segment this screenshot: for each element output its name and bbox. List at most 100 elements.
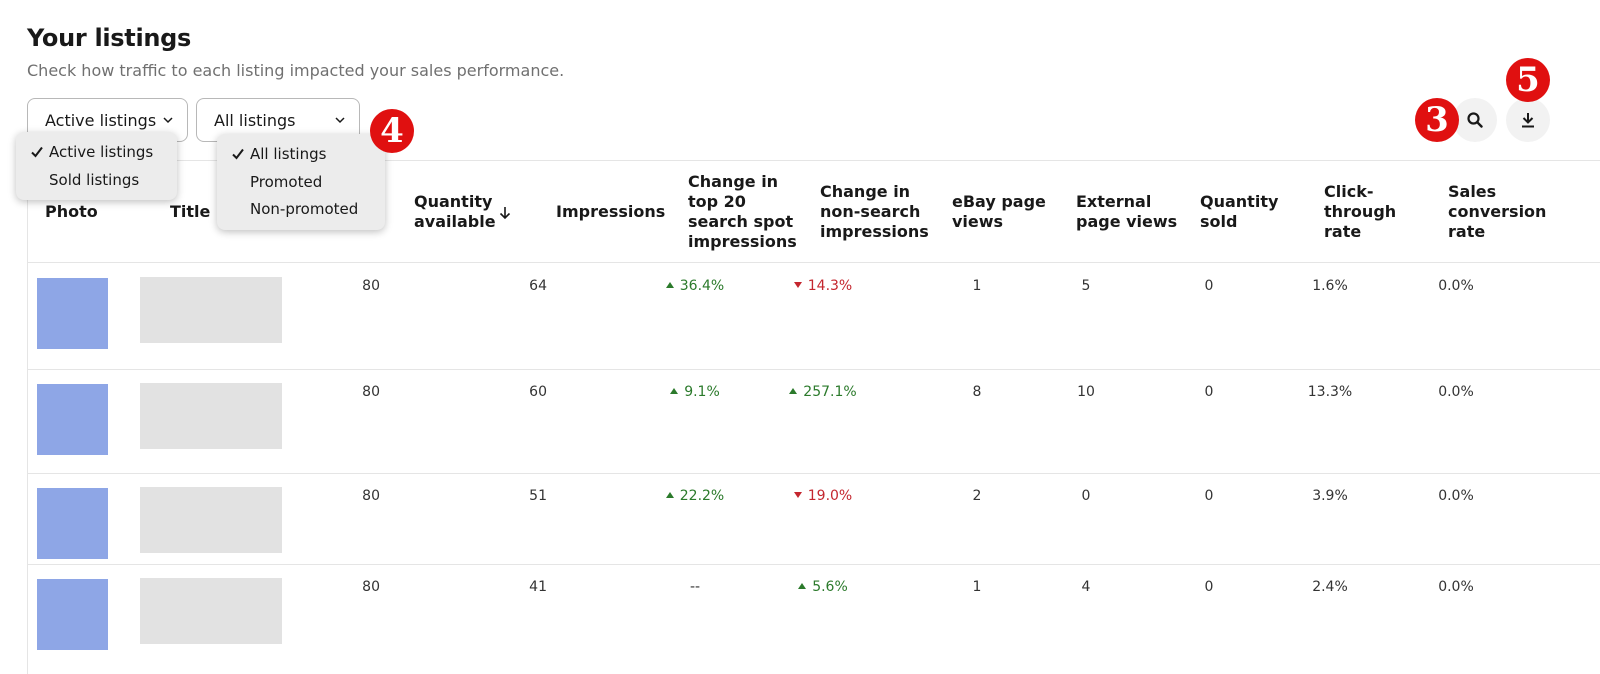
chevron-down-icon <box>335 117 345 124</box>
cell-external-views: 10 <box>1026 384 1146 400</box>
page-title: Your listings <box>27 24 192 52</box>
cell-value: 1.6% <box>1312 278 1348 294</box>
column-header-label: External <box>1076 192 1152 211</box>
menu-item-label: All listings <box>250 145 327 163</box>
table-row[interactable]: 80 60 9.1% 257.1% 8 10 0 13.3% 0.0% <box>28 369 1600 473</box>
trend-down-icon <box>793 282 802 288</box>
column-header-label: rate <box>1324 222 1362 241</box>
listing-photo[interactable] <box>37 278 108 349</box>
column-header-label: search spot <box>688 212 794 231</box>
cell-quantity-available: 80 <box>260 278 380 294</box>
cell-quantity-available: 80 <box>260 488 380 504</box>
cell-ctr: 1.6% <box>1270 278 1390 294</box>
column-header-label: Change in <box>820 182 911 201</box>
annotation-badge-3: 3 <box>1415 98 1459 142</box>
cell-value: 64 <box>529 278 547 294</box>
trend-up-icon <box>665 282 674 288</box>
menu-item-non-promoted[interactable]: Non-promoted <box>217 198 385 220</box>
column-header-quantity-sold[interactable]: Quantity sold <box>1200 192 1278 232</box>
cell-impressions: 60 <box>427 384 547 400</box>
annotation-badge-4: 4 <box>370 109 414 153</box>
cell-value: 1 <box>972 278 982 294</box>
cell-nonsearch-change: 5.6% <box>763 579 883 595</box>
cell-ebay-views: 1 <box>917 579 1037 595</box>
cell-conversion: 0.0% <box>1396 579 1516 595</box>
cell-quantity-available: 80 <box>260 579 380 595</box>
cell-ebay-views: 2 <box>917 488 1037 504</box>
menu-item-sold-listings[interactable]: Sold listings <box>16 169 177 191</box>
trend-up-icon <box>665 492 674 498</box>
cell-value: 41 <box>529 579 547 595</box>
page-subtitle: Check how traffic to each listing impact… <box>27 61 565 80</box>
cell-value: 9.1% <box>684 384 720 400</box>
column-header-label: Click- <box>1324 182 1374 201</box>
cell-value: 0 <box>1204 278 1214 294</box>
table-row[interactable]: 80 64 36.4% 14.3% 1 5 0 1.6% 0.0% <box>28 263 1600 369</box>
cell-value: 5 <box>1081 278 1091 294</box>
cell-value: 257.1% <box>803 384 857 400</box>
column-header-nonsearch-change[interactable]: Change in non-search impressions <box>820 182 929 242</box>
listing-title-placeholder[interactable] <box>140 383 282 449</box>
promotion-filter-label: All listings <box>214 110 296 130</box>
cell-ctr: 3.9% <box>1270 488 1390 504</box>
cell-value: 60 <box>529 384 547 400</box>
cell-impressions: 41 <box>427 579 547 595</box>
checkmark-icon <box>232 148 244 160</box>
sort-descending-icon[interactable] <box>498 206 512 220</box>
table-row[interactable]: 80 41 -- 5.6% 1 4 0 2.4% 0.0% <box>28 564 1600 674</box>
status-filter-menu: Active listings Sold listings <box>16 132 177 200</box>
listing-photo[interactable] <box>37 384 108 455</box>
column-header-top20-change[interactable]: Change in top 20 search spot impressions <box>688 172 797 252</box>
cell-value: 0 <box>1081 488 1091 504</box>
cell-value: 8 <box>972 384 982 400</box>
listing-title-placeholder[interactable] <box>140 578 282 644</box>
annotation-badge-5: 5 <box>1506 58 1550 102</box>
column-header-label: through <box>1324 202 1397 221</box>
header-divider <box>28 262 1600 263</box>
download-icon <box>1522 113 1534 128</box>
column-header-quantity-available[interactable]: Quantity available <box>414 192 496 232</box>
cell-impressions: 51 <box>427 488 547 504</box>
cell-value: 0 <box>1204 488 1214 504</box>
cell-value: 1 <box>972 579 982 595</box>
listing-photo[interactable] <box>37 579 108 650</box>
cell-value: 36.4% <box>679 278 725 294</box>
row-divider <box>28 564 1600 565</box>
cell-conversion: 0.0% <box>1396 488 1516 504</box>
trend-up-icon <box>798 583 807 589</box>
menu-item-active-listings[interactable]: Active listings <box>16 141 177 163</box>
download-button[interactable] <box>1506 98 1550 142</box>
column-header-ctr[interactable]: Click- through rate <box>1324 182 1396 242</box>
search-button[interactable] <box>1453 98 1497 142</box>
cell-value: 22.2% <box>679 488 725 504</box>
table-row[interactable]: 80 51 22.2% 19.0% 2 0 0 3.9% 0.0% <box>28 473 1600 564</box>
column-header-impressions[interactable]: Impressions <box>556 202 666 221</box>
cell-conversion: 0.0% <box>1396 384 1516 400</box>
cell-top20-change: 22.2% <box>635 488 755 504</box>
cell-ctr: 13.3% <box>1270 384 1390 400</box>
cell-quantity-sold: 0 <box>1149 488 1269 504</box>
listing-title-placeholder[interactable] <box>140 277 282 343</box>
cell-nonsearch-change: 19.0% <box>763 488 883 504</box>
column-header-label: eBay page <box>952 192 1046 211</box>
cell-nonsearch-change: 14.3% <box>763 278 883 294</box>
listing-title-placeholder[interactable] <box>140 487 282 553</box>
cell-quantity-sold: 0 <box>1149 384 1269 400</box>
status-filter-label: Active listings <box>45 110 157 130</box>
column-header-label: Quantity <box>1200 192 1279 211</box>
cell-quantity-available: 80 <box>260 384 380 400</box>
column-header-external-views[interactable]: External page views <box>1076 192 1177 232</box>
cell-value: 0.0% <box>1438 488 1474 504</box>
column-header-conversion[interactable]: Sales conversion rate <box>1448 182 1546 242</box>
cell-nonsearch-change: 257.1% <box>763 384 883 400</box>
cell-value: 14.3% <box>807 278 853 294</box>
listing-photo[interactable] <box>37 488 108 559</box>
cell-value: 3.9% <box>1312 488 1348 504</box>
checkmark-icon <box>31 146 43 158</box>
trend-up-icon <box>670 388 679 394</box>
menu-item-all-listings[interactable]: All listings <box>217 143 385 165</box>
menu-item-promoted[interactable]: Promoted <box>217 171 385 193</box>
column-header-ebay-views[interactable]: eBay page views <box>952 192 1046 232</box>
cell-ebay-views: 8 <box>917 384 1037 400</box>
chevron-down-icon <box>163 117 173 124</box>
